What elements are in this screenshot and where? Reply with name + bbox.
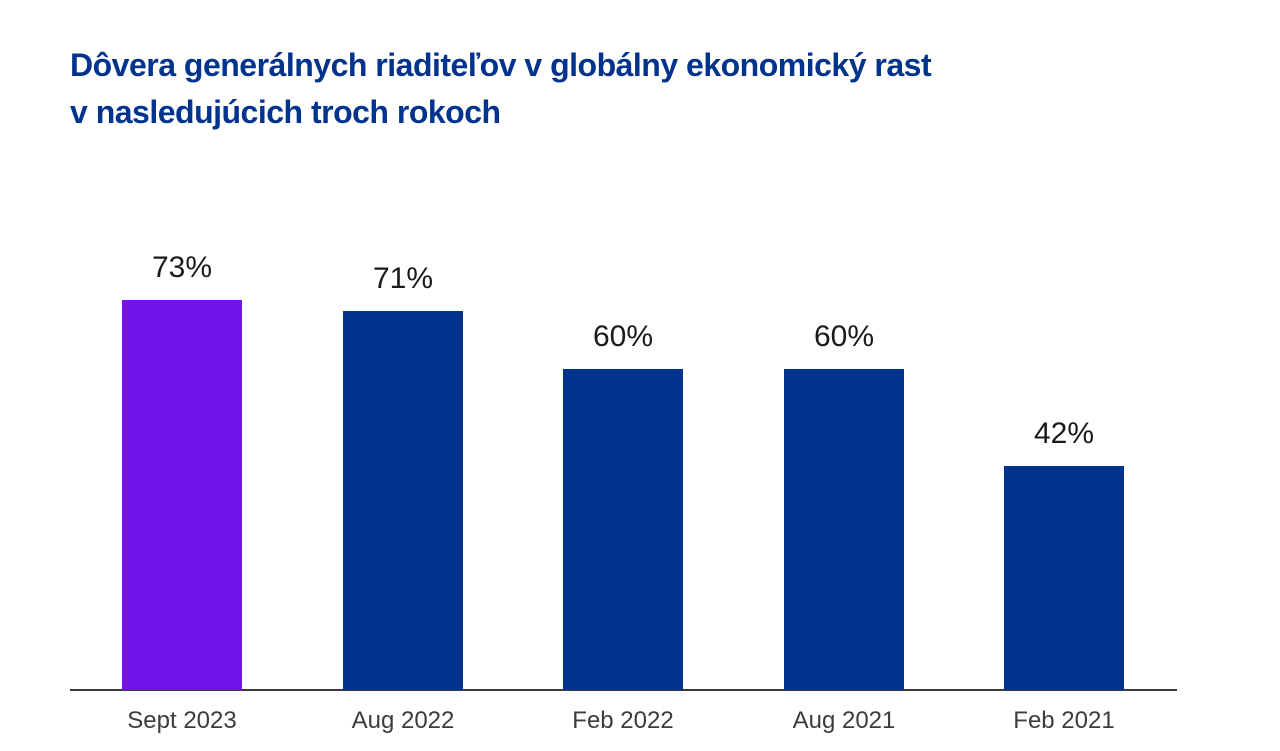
page-title-line-1: Dôvera generálnych riaditeľov v globálny… (70, 47, 932, 83)
bar-value-label: 60% (813, 320, 875, 353)
bar-group: 60% Feb 2022 (563, 320, 683, 734)
bar (122, 300, 242, 690)
bar-group: 42% Feb 2021 (1004, 417, 1124, 734)
bar-category-label: Aug 2022 (351, 707, 455, 734)
bar-group: 60% Aug 2021 (784, 320, 904, 734)
x-axis-line (70, 689, 1177, 691)
bar-value-label: 71% (372, 262, 434, 295)
bar-group: 73% Sept 2023 (122, 251, 242, 734)
bar-category-label: Aug 2021 (792, 707, 896, 734)
bar-value-label: 42% (1033, 417, 1095, 450)
bar-value-label: 60% (592, 320, 654, 353)
bar-category-label: Feb 2021 (1013, 707, 1115, 734)
bar (784, 369, 904, 690)
page-title-line-2: v nasledujúcich troch rokoch (70, 94, 501, 130)
bar-value-label: 73% (151, 251, 213, 284)
bar (343, 311, 463, 690)
page-title: Dôvera generálnych riaditeľov v globálny… (70, 42, 932, 136)
bar (1004, 466, 1124, 690)
bar-group: 71% Aug 2022 (343, 262, 463, 734)
bar-category-label: Feb 2022 (572, 707, 674, 734)
bar-category-label: Sept 2023 (127, 707, 237, 734)
bar (563, 369, 683, 690)
